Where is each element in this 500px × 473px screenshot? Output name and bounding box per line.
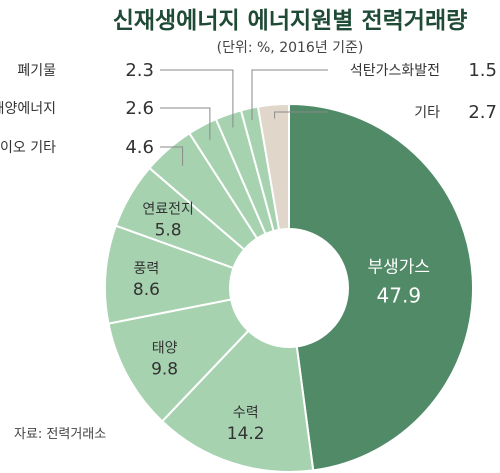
slice-name-bysaeng-gas: 부생가스 [368,258,431,278]
leader-haeyang-energy [160,107,211,140]
slice-value-pungryeok: 8.6 [133,280,160,300]
outer-value-pyegimul: 2.3 [125,60,154,81]
outer-name-gita: 기타 [414,105,440,121]
outer-name-pyegimul: 폐기물 [17,63,56,79]
source-note: 자료: 전력거래소 [14,427,106,442]
slice-name-pungryeok: 풍력 [134,261,160,277]
outer-name-seoktan-gas: 석탄가스화발전 [350,63,440,79]
outer-value-gita: 2.7 [468,102,497,123]
slice-labels: 부생가스 47.9 수력 14.2 태양 9.8 풍력 8.6 연료전지 5.8 바이오 기타 4.6… [0,60,497,444]
outer-name-bio-gita: 바이오 기타 [0,140,56,156]
outer-value-bio-gita: 4.6 [125,137,154,158]
leader-lines [160,69,328,166]
slice-pungryeok [104,224,293,325]
leader-gita [274,111,328,119]
slice-value-taeyang: 9.8 [151,359,178,379]
slice-bysaeng-gas [288,102,474,472]
outer-value-seoktan-gas: 1.5 [468,60,497,81]
leader-seoktan-gas [251,69,328,120]
donut-hole [229,228,349,348]
slice-name-taeyang: 태양 [152,340,178,356]
slice-value-bysaeng-gas: 47.9 [377,284,422,308]
chart-subtitle: (단위: %, 2016년 기준) [217,40,364,56]
leader-bio-gita [160,146,184,166]
slice-value-yeonryo-jeonji: 5.8 [155,221,182,241]
outer-name-haeyang-energy: 해양에너지 [0,101,56,117]
slice-name-suryeok: 수력 [233,405,259,421]
slice-value-suryeok: 14.2 [227,424,265,444]
chart-title: 신재생에너지 에너지원별 전력거래량 [113,8,468,34]
leader-pyegimul [160,69,234,128]
slice-name-yeonryo-jeonji: 연료전지 [142,202,194,218]
outer-value-haeyang-energy: 2.6 [125,98,154,119]
